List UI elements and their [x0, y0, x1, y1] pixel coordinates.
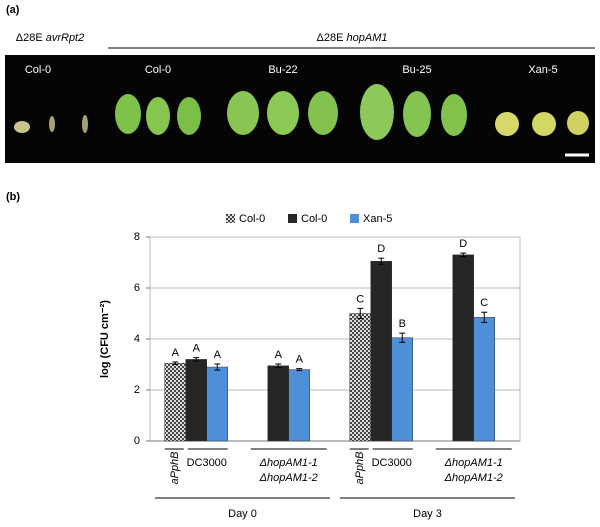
significance-letter: A — [275, 349, 283, 361]
significance-letter: A — [172, 347, 180, 359]
strain-label: ΔhopAM1-1 — [259, 457, 318, 469]
title-part: avrRpt2 — [46, 32, 85, 44]
significance-letter: D — [459, 238, 467, 250]
panel-label: (a) — [6, 4, 20, 16]
y-tick-label: 6 — [134, 282, 140, 294]
title-part: hopAM1 — [347, 32, 388, 44]
day-label: Day 0 — [228, 508, 257, 520]
strain-label: ΔhopAM1-2 — [444, 472, 503, 484]
bar — [267, 365, 289, 442]
day-label: Day 3 — [413, 508, 442, 520]
genotype-label: Bu-25 — [402, 64, 431, 76]
panel-label: (b) — [6, 191, 20, 203]
legend-swatch — [288, 214, 297, 223]
bar — [391, 337, 413, 442]
bar — [349, 313, 371, 442]
genotype-label: Col-0 — [25, 64, 51, 76]
strain-label: ΔhopAM1-1 — [444, 457, 503, 469]
photo — [5, 55, 595, 163]
bar — [206, 366, 228, 442]
significance-letter: A — [214, 349, 222, 361]
legend-label: Xan-5 — [363, 213, 392, 225]
bar — [370, 260, 392, 442]
legend-swatch — [350, 214, 359, 223]
genotype-label: Bu-22 — [268, 64, 297, 76]
right-title: Δ28E hopAM1 — [317, 32, 388, 44]
genotype-label: Col-0 — [145, 64, 171, 76]
significance-letter: D — [377, 243, 385, 255]
title-part: Δ28E — [317, 32, 344, 44]
strain-label: aPphB — [354, 451, 366, 484]
strain-label: DC3000 — [187, 457, 227, 469]
leaves — [14, 84, 589, 140]
significance-letter: B — [399, 318, 406, 330]
y-axis-label: log (CFU cm⁻²) — [99, 300, 111, 378]
significance-letter: C — [480, 297, 488, 309]
y-tick-label: 8 — [134, 231, 140, 243]
bar — [452, 254, 474, 442]
strain-label: ΔhopAM1-2 — [259, 472, 318, 484]
y-tick-label: 4 — [134, 333, 140, 345]
title-part: Δ28E — [16, 32, 43, 44]
bar — [473, 317, 495, 442]
strain-label: DC3000 — [372, 457, 412, 469]
legend-label: Col-0 — [239, 213, 265, 225]
significance-letter: A — [193, 343, 201, 355]
legend-label: Col-0 — [301, 213, 327, 225]
significance-letter: A — [296, 353, 304, 365]
y-tick-label: 2 — [134, 384, 140, 396]
significance-letter: C — [356, 293, 364, 305]
y-tick-label: 0 — [134, 435, 140, 447]
strain-label: aPphB — [169, 451, 181, 484]
genotype-label: Xan-5 — [528, 64, 557, 76]
left-title: Δ28E avrRpt2 — [16, 32, 85, 44]
bar — [164, 362, 186, 442]
legend-swatch — [226, 214, 235, 223]
bar — [185, 359, 207, 442]
bar — [288, 369, 310, 442]
